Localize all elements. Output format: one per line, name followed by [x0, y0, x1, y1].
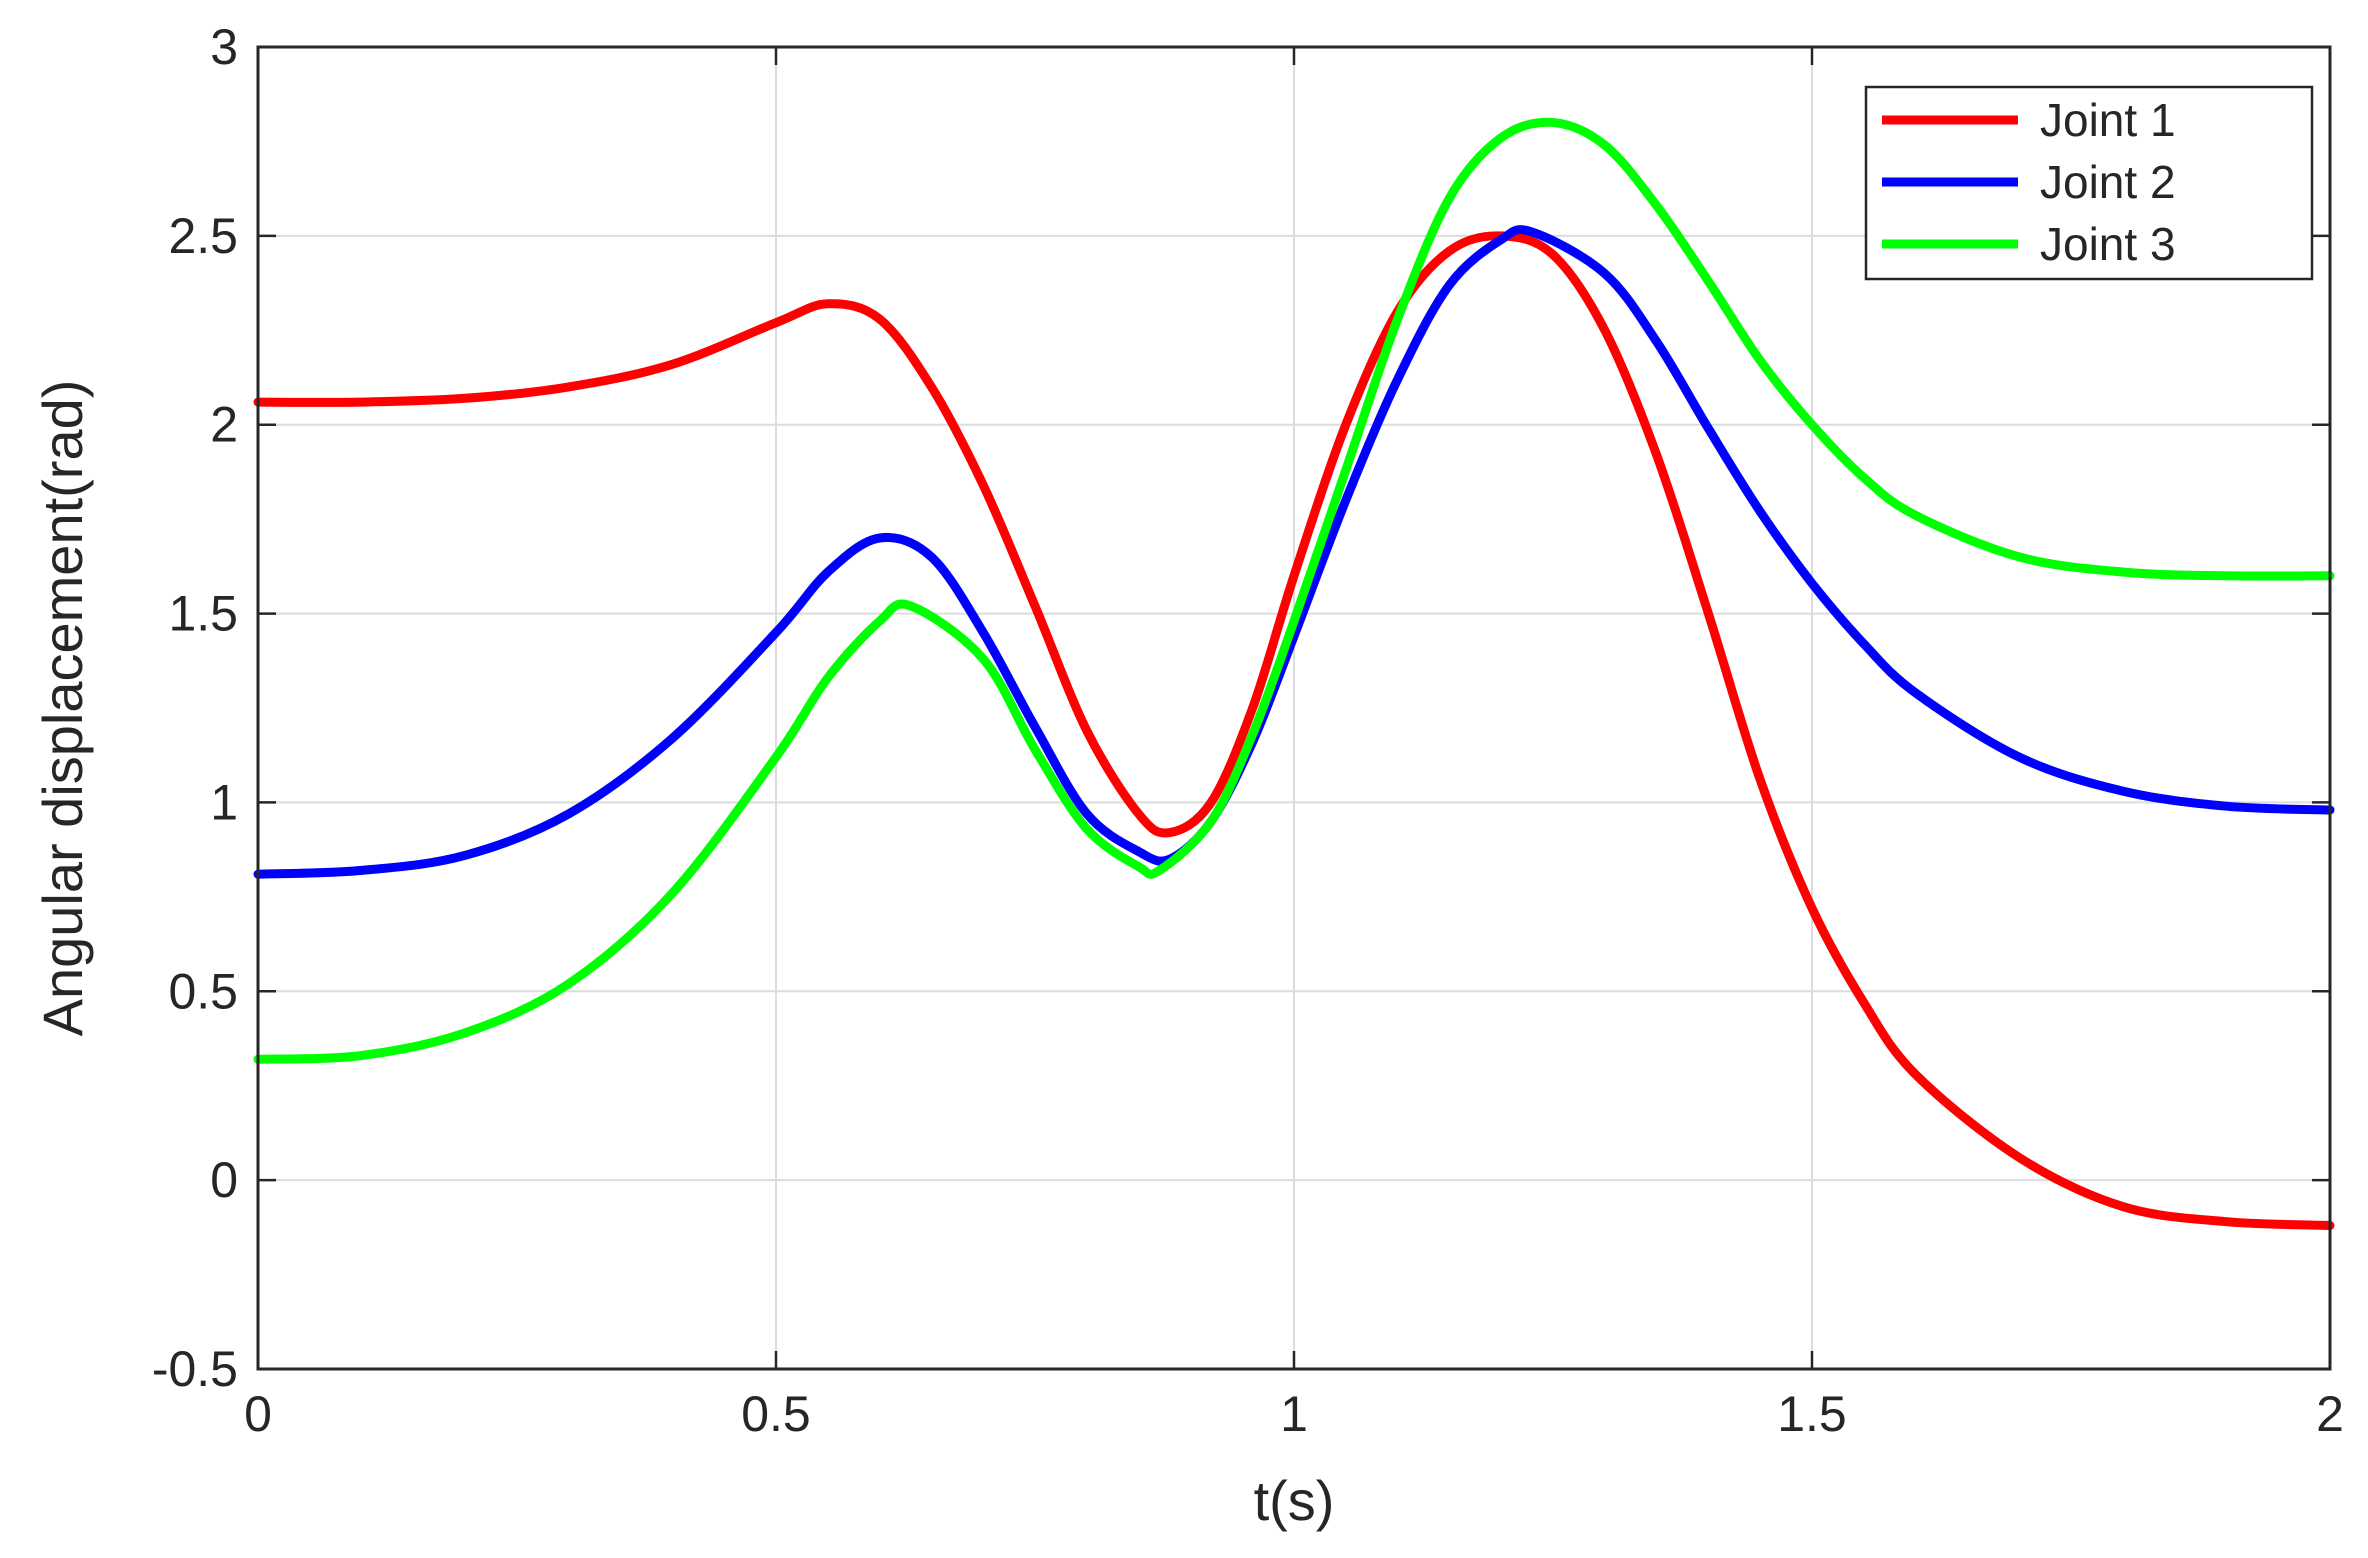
y-tick-label: 2.5	[168, 208, 238, 264]
legend-label-joint-2: Joint 2	[2040, 156, 2176, 208]
axis-ticks: 0 0.5 1 1.5 2-0.500.511.522.53	[152, 19, 2344, 1442]
y-tick-label: 1.5	[168, 586, 238, 642]
series-line-joint-2	[253, 225, 2335, 879]
x-axis-label: t(s)	[1254, 1469, 1335, 1532]
series-lines	[253, 117, 2335, 1230]
x-tick-label: 2	[2316, 1386, 2344, 1442]
legend: Joint 1 Joint 2 Joint 3	[1864, 85, 2314, 281]
series-line-joint-1	[253, 231, 2335, 1230]
x-tick-label: 0.5	[741, 1386, 811, 1442]
y-tick-label: 2	[210, 397, 238, 453]
legend-items: Joint 1 Joint 2 Joint 3	[1882, 94, 2176, 270]
y-tick-label: 0	[210, 1152, 238, 1208]
x-tick-label: 1.5	[1777, 1386, 1847, 1442]
series-line-joint-3	[253, 117, 2335, 1064]
y-tick-label: 0.5	[168, 963, 238, 1019]
x-tick-label: 0	[244, 1386, 272, 1442]
x-tick-label: 1	[1280, 1386, 1308, 1442]
legend-label-joint-1: Joint 1	[2040, 94, 2176, 146]
legend-label-joint-3: Joint 3	[2040, 218, 2176, 270]
y-axis-label: Angular displacement(rad)	[31, 380, 94, 1037]
y-tick-label: 1	[210, 774, 238, 830]
y-tick-label: 3	[210, 19, 238, 75]
y-tick-label: -0.5	[152, 1341, 238, 1397]
